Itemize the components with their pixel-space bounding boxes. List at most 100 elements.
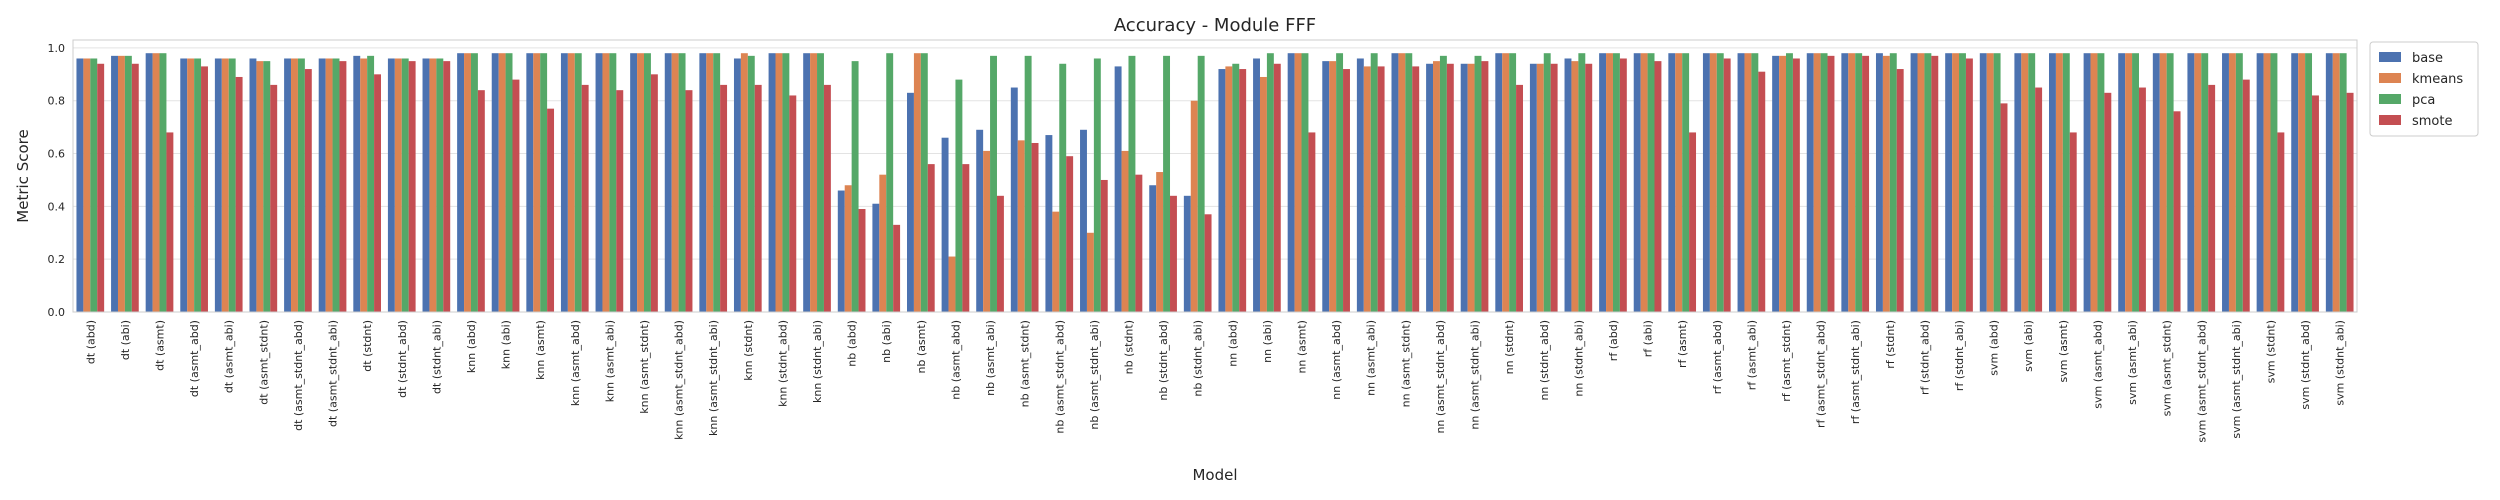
- bar-smote: [581, 84, 589, 312]
- bar-smote: [1100, 179, 1108, 312]
- bar-pca: [2097, 53, 2105, 312]
- x-tick-label: dt (asmt_abd): [188, 320, 201, 397]
- bar-kmeans: [671, 53, 679, 312]
- bar-smote: [1135, 174, 1143, 312]
- x-tick-label: nn (asmt_stdnt): [1399, 320, 1412, 407]
- bar-smote: [1204, 214, 1212, 312]
- bar-base: [768, 53, 776, 312]
- bar-pca: [1509, 53, 1517, 312]
- y-tick-label: 0.8: [48, 95, 66, 108]
- bar-kmeans: [533, 53, 541, 312]
- x-tick-label: svm (asmt): [2057, 320, 2070, 383]
- bar-smote: [616, 90, 624, 312]
- bar-base: [387, 58, 395, 312]
- bar-pca: [2270, 53, 2278, 312]
- bar-pca: [1232, 63, 1240, 312]
- bar-kmeans: [2125, 53, 2133, 312]
- bar-smote: [2173, 111, 2181, 313]
- x-tick-label: knn (asmt_abd): [569, 320, 582, 406]
- x-tick-label: rf (stdnt_abi): [1953, 320, 1966, 391]
- bar-pca: [1301, 53, 1309, 312]
- bar-base: [1841, 53, 1849, 312]
- x-tick-label: nn (asmt_abi): [1365, 320, 1378, 396]
- bar-kmeans: [1259, 76, 1267, 312]
- x-axis-label: Model: [1192, 466, 1237, 484]
- x-tick-label: rf (asmt_stdnt_abi): [1849, 320, 1862, 424]
- bar-base: [111, 55, 118, 312]
- x-tick-label: svm (abi): [2022, 320, 2035, 372]
- bar-kmeans: [1536, 63, 1544, 312]
- bar-base: [457, 53, 465, 312]
- x-tick-label: dt (abi): [119, 320, 132, 360]
- x-tick-labels: dt (abd) dt (abi) dt (asmt) dt (asmt_abd) dt…: [84, 320, 2346, 443]
- x-tick-label: nb (stdnt_abi): [1192, 320, 1205, 397]
- bar-smote: [2069, 132, 2077, 312]
- bar-pca: [1543, 53, 1551, 312]
- bar-smote: [547, 108, 555, 313]
- bar-pca: [436, 58, 444, 312]
- bar-kmeans: [83, 58, 91, 312]
- bar-kmeans: [152, 53, 160, 312]
- bar-base: [214, 58, 222, 312]
- bar-smote: [1239, 69, 1247, 312]
- bar-smote: [1792, 58, 1800, 312]
- bar-pca: [1578, 53, 1586, 312]
- x-tick-label: dt (asmt_stdnt): [257, 320, 270, 405]
- bar-kmeans: [567, 53, 575, 312]
- bar-base: [1080, 129, 1087, 312]
- bar-pca: [540, 53, 548, 312]
- bar-pca: [332, 58, 340, 312]
- bar-pca: [297, 58, 305, 312]
- bar-pca: [159, 53, 167, 312]
- bar-pca: [609, 53, 617, 312]
- bar-kmeans: [2055, 53, 2063, 312]
- bar-kmeans: [2263, 53, 2271, 312]
- x-tick-label: nb (asmt_stdnt_abd): [1053, 320, 1066, 434]
- bar-base: [1633, 53, 1641, 312]
- bar-base: [1426, 63, 1434, 312]
- bar-kmeans: [1779, 55, 1786, 312]
- x-tick-label: nn (stdnt_abd): [1538, 320, 1551, 401]
- bar-kmeans: [117, 55, 125, 312]
- bar-kmeans: [2298, 53, 2306, 312]
- bar-pca: [817, 53, 824, 312]
- bar-pca: [1786, 53, 1793, 312]
- bar-base: [2152, 53, 2160, 312]
- bar-pca: [1474, 55, 1482, 312]
- bar-pca: [1993, 53, 2001, 312]
- bar-kmeans: [2332, 53, 2340, 312]
- bar-smote: [1827, 55, 1835, 312]
- bar-smote: [1481, 61, 1489, 312]
- bar-smote: [408, 61, 416, 312]
- bar-kmeans: [498, 53, 506, 312]
- bar-pca: [1682, 53, 1690, 312]
- bar-base: [284, 58, 292, 312]
- bar-pca: [1024, 55, 1032, 312]
- bar-pca: [1128, 55, 1136, 312]
- x-tick-label: nb (asmt_stdnt_abi): [1088, 320, 1101, 430]
- bar-smote: [1689, 132, 1697, 312]
- bar-base: [1114, 66, 1122, 312]
- bar-base: [1391, 53, 1399, 312]
- bar-smote: [1066, 156, 1074, 312]
- bar-kmeans: [1363, 66, 1371, 312]
- bar-pca: [574, 53, 582, 312]
- bar-kmeans: [1640, 53, 1648, 312]
- bar-pca: [1266, 53, 1274, 312]
- x-tick-label: knn (abi): [500, 320, 513, 369]
- bar-smote: [2208, 84, 2216, 312]
- x-tick-label: rf (asmt_abi): [1745, 320, 1758, 390]
- bar-smote: [685, 90, 693, 312]
- x-tick-label: svm (asmt_stdnt): [2161, 320, 2174, 416]
- bar-smote: [2312, 95, 2319, 312]
- bar-kmeans: [2090, 53, 2098, 312]
- x-tick-label: dt (asmt_stdnt_abi): [327, 320, 340, 427]
- bar-base: [1806, 53, 1814, 312]
- x-tick-label: rf (abd): [1607, 320, 1620, 361]
- bar-base: [907, 92, 914, 312]
- bar-kmeans: [602, 53, 610, 312]
- bar-smote: [1654, 61, 1662, 312]
- bar-smote: [1412, 66, 1420, 312]
- bar-smote: [2000, 103, 2008, 313]
- bar-smote: [1931, 55, 1939, 312]
